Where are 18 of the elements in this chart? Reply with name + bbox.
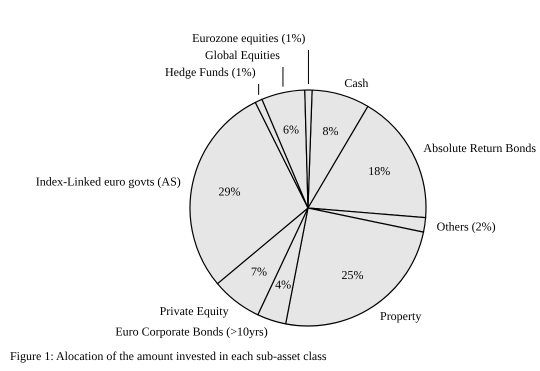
data-label: 6% bbox=[282, 122, 299, 137]
data-label: 8% bbox=[322, 124, 338, 138]
slice-label: Index-Linked euro govts (AS) bbox=[36, 174, 181, 188]
data-label: 4% bbox=[275, 277, 292, 292]
slice-label: Global Equities bbox=[204, 48, 280, 62]
slice-label: Cash bbox=[344, 76, 368, 90]
data-label: 29% bbox=[218, 184, 240, 199]
slice-label: Private Equity bbox=[160, 304, 229, 318]
data-label: 25% bbox=[341, 268, 364, 282]
data-label: 7% bbox=[250, 264, 267, 279]
slice-label: Eurozone equities (1%) bbox=[192, 31, 306, 45]
slice-label: Property bbox=[380, 309, 422, 324]
slice-label: Euro Corporate Bonds (>10yrs) bbox=[115, 324, 268, 339]
slice-label: Hedge Funds (1%) bbox=[164, 65, 256, 79]
caption: Figure 1: Alocation of the amount invested in each sub-asset class bbox=[9, 349, 328, 364]
data-label: 18% bbox=[368, 164, 390, 178]
slice-label: Absolute Return Bonds bbox=[423, 141, 536, 156]
slice-label: Others (2%) bbox=[436, 220, 496, 234]
